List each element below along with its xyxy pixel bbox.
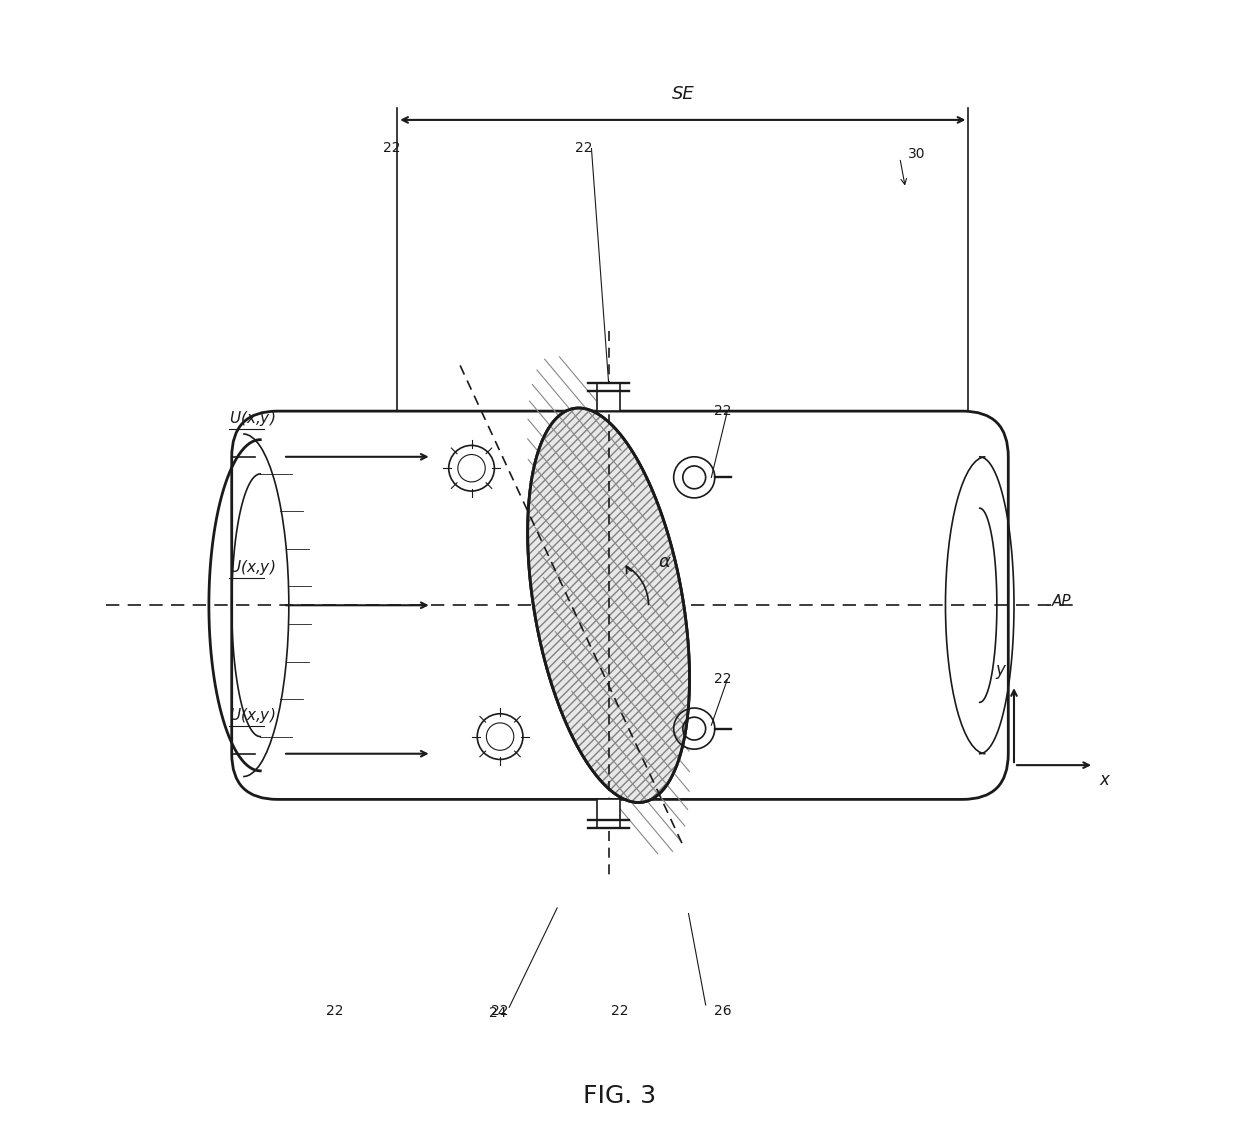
Text: SE: SE [671, 85, 694, 103]
Text: 22: 22 [326, 1004, 343, 1018]
FancyBboxPatch shape [232, 411, 1008, 799]
Text: $\mathit{U}$(x,y): $\mathit{U}$(x,y) [229, 409, 275, 428]
Polygon shape [528, 408, 689, 803]
Text: 24: 24 [489, 1006, 507, 1020]
Text: 30: 30 [908, 147, 925, 161]
Text: $\mathit{U}$(x,y): $\mathit{U}$(x,y) [229, 557, 275, 577]
FancyBboxPatch shape [598, 383, 620, 411]
Text: 26: 26 [714, 1004, 732, 1018]
Text: y: y [996, 661, 1006, 679]
Text: 22: 22 [574, 142, 593, 155]
Text: $\mathit{U}$(x,y): $\mathit{U}$(x,y) [229, 706, 275, 725]
Text: 22: 22 [714, 404, 732, 418]
Text: FIG. 3: FIG. 3 [584, 1084, 656, 1109]
Text: $\alpha$: $\alpha$ [657, 553, 671, 571]
Text: 22: 22 [714, 673, 732, 686]
FancyBboxPatch shape [598, 799, 620, 828]
Polygon shape [528, 408, 689, 803]
Text: 22: 22 [491, 1004, 508, 1018]
Text: 22: 22 [383, 142, 401, 155]
Text: x: x [1100, 771, 1110, 789]
Text: AP: AP [1052, 594, 1071, 610]
Text: 22: 22 [611, 1004, 629, 1018]
